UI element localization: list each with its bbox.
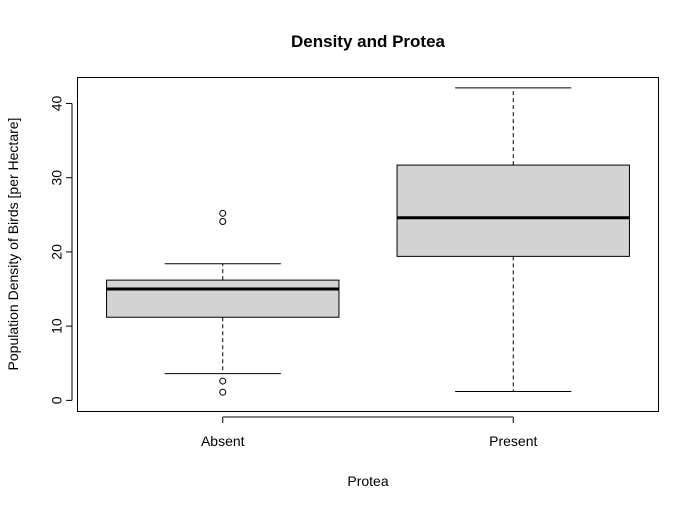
outlier-point-absent-3 [219, 388, 227, 396]
y-tick-label-0: 0 [49, 396, 65, 404]
y-tick-label-40: 40 [49, 95, 65, 111]
x-tick-label-present: Present [489, 433, 537, 449]
outlier-point-absent-0 [219, 209, 227, 217]
y-tick-label-30: 30 [49, 170, 65, 186]
y-tick-label-10: 10 [49, 318, 65, 334]
y-axis-label: Population Density of Birds [per Hectare… [5, 118, 21, 371]
outlier-point-absent-1 [219, 217, 227, 225]
box-absent [106, 279, 340, 318]
plot-frame [77, 77, 659, 412]
x-tick-label-absent: Absent [201, 433, 245, 449]
x-axis-label: Protea [347, 473, 388, 489]
chart-title: Density and Protea [291, 32, 446, 51]
outlier-point-absent-2 [219, 377, 227, 385]
y-tick-label-20: 20 [49, 244, 65, 260]
box-present [396, 164, 630, 257]
